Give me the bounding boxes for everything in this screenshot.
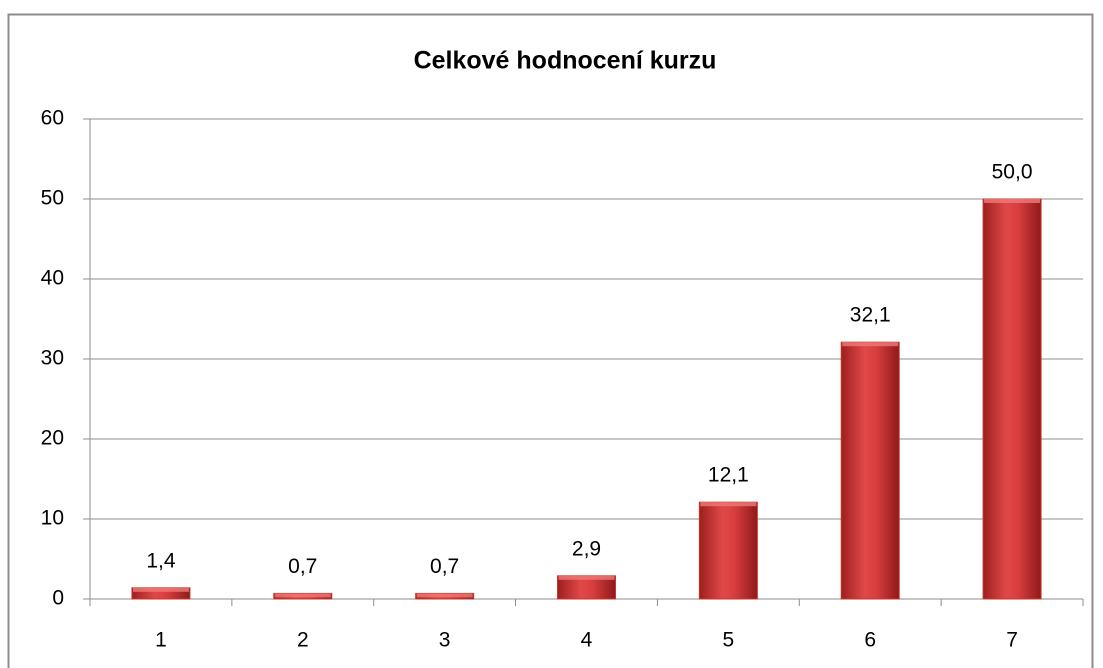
bar-cap [416, 593, 473, 598]
bar-cap [700, 502, 757, 507]
y-tick-label: 40 [41, 267, 64, 290]
x-tick-label: 6 [864, 629, 876, 652]
bar-cap [984, 199, 1041, 203]
x-tick-label: 2 [297, 629, 309, 652]
bar-cap [132, 587, 189, 592]
y-tick-label: 20 [41, 427, 64, 450]
data-label: 0,7 [430, 555, 459, 578]
y-tick-label: 60 [41, 107, 64, 130]
chart-frame [7, 13, 1094, 668]
y-tick-label: 50 [41, 187, 64, 210]
data-label: 12,1 [708, 464, 749, 487]
bar [840, 341, 900, 600]
data-label: 32,1 [850, 304, 891, 327]
bar [698, 501, 758, 600]
x-tick-label: 4 [581, 629, 593, 652]
bar-cap [842, 342, 899, 347]
x-tick-label: 7 [1006, 629, 1018, 652]
chart-title: Celkové hodnocení kurzu [414, 47, 717, 75]
x-tick-label: 5 [723, 629, 735, 652]
data-label: 1,4 [146, 549, 176, 572]
y-tick-label: 0 [52, 587, 64, 610]
bar-cap [558, 575, 615, 580]
bar-cap [274, 593, 331, 598]
data-label: 50,0 [992, 161, 1033, 184]
y-tick-label: 10 [41, 507, 64, 530]
data-label: 0,7 [288, 555, 317, 578]
x-tick-label: 1 [155, 629, 167, 652]
y-tick-label: 30 [41, 347, 64, 370]
x-tick-label: 3 [439, 629, 451, 652]
bar [982, 198, 1042, 600]
data-label: 2,9 [572, 537, 601, 560]
